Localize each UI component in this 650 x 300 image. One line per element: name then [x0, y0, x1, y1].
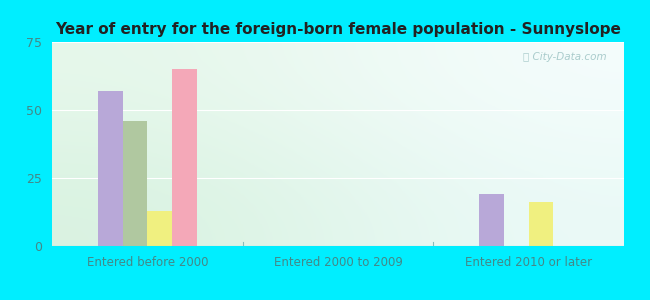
Bar	[123, 121, 148, 246]
Text: ⓘ City-Data.com: ⓘ City-Data.com	[523, 52, 607, 62]
Title: Year of entry for the foreign-born female population - Sunnyslope: Year of entry for the foreign-born femal…	[55, 22, 621, 37]
Bar	[528, 202, 553, 246]
Bar	[98, 91, 123, 246]
Bar	[479, 194, 504, 246]
Bar	[172, 69, 197, 246]
Bar	[148, 211, 172, 246]
